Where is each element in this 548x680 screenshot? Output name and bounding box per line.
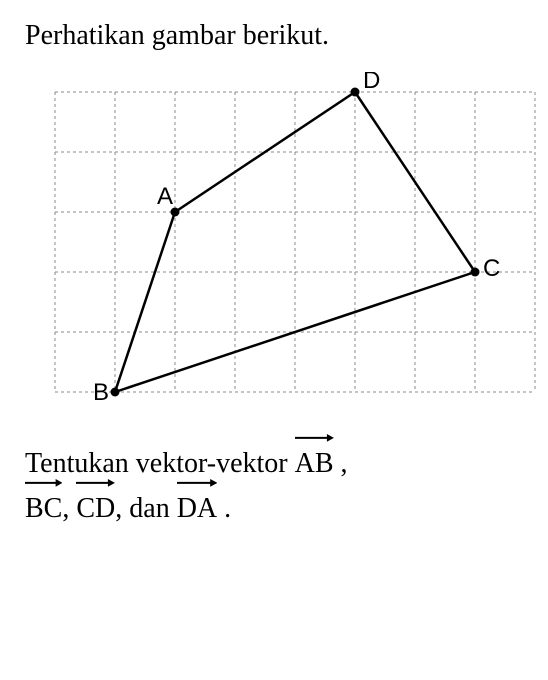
sep-comma: ,	[62, 493, 76, 524]
text-prefix: Tentukan vektor-vektor	[25, 448, 295, 479]
svg-text:C: C	[483, 255, 500, 282]
svg-text:D: D	[363, 72, 380, 94]
title: Perhatikan gambar berikut.	[25, 20, 523, 52]
diagram-svg: A B C D	[35, 72, 548, 412]
vector-diagram: A B C D	[35, 72, 523, 412]
vector-AB: AB	[295, 442, 334, 487]
sep-dan: , dan	[115, 493, 176, 524]
vector-DA: DA	[177, 487, 217, 532]
vector-CD: CD	[76, 487, 115, 532]
svg-text:B: B	[93, 379, 109, 406]
question-text: Tentukan vektor-vektor AB , BC, CD, dan …	[25, 442, 523, 532]
period: .	[217, 493, 231, 524]
vector-BC: BC	[25, 487, 62, 532]
svg-text:A: A	[157, 183, 173, 210]
sep-comma: ,	[334, 448, 348, 479]
